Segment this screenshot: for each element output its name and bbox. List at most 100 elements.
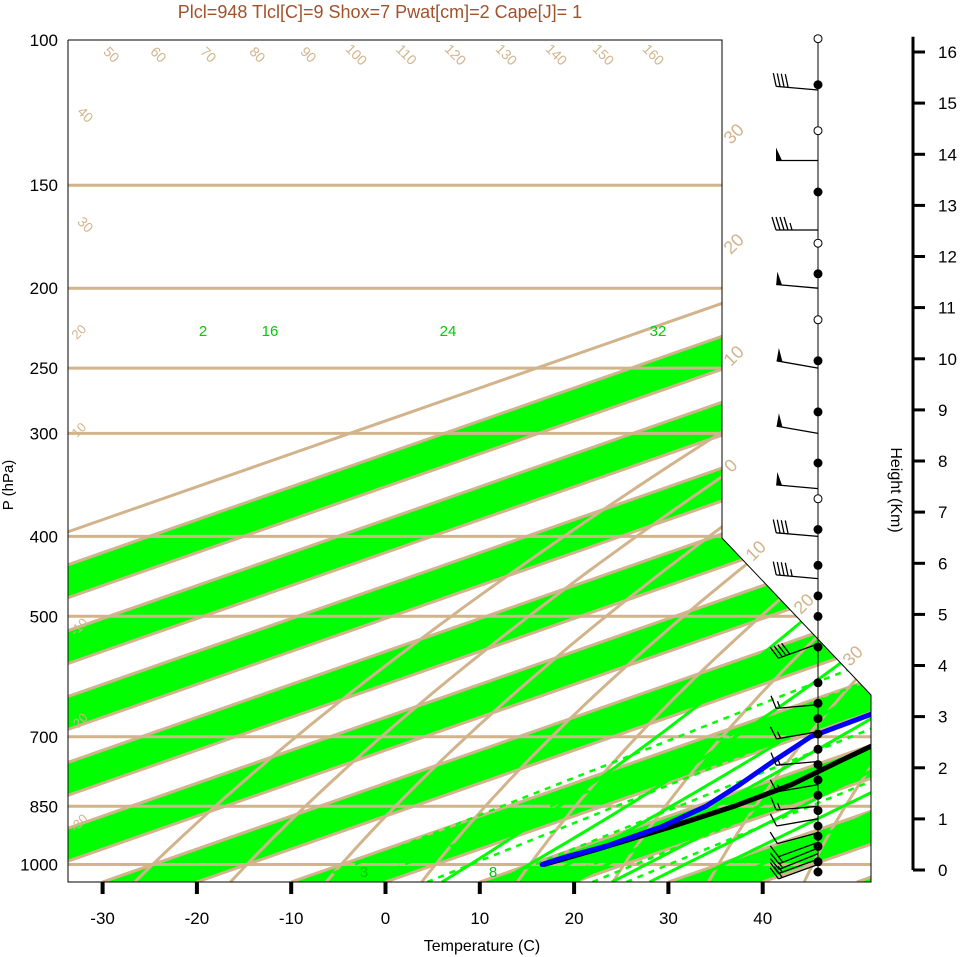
pressure-tick-label: 700 [30,728,58,747]
pressure-tick-label: 1000 [20,856,58,875]
dry-adiabat-label: 160 [640,41,668,69]
height-axis-label: Height (Km) [887,447,904,532]
height-marker [813,407,823,417]
isotherm-line [68,40,871,882]
height-tick-label: 14 [938,145,957,164]
isotherm-label: 0 [720,455,741,476]
height-marker [813,760,823,770]
x-tick-label: 0 [381,909,390,928]
pressure-axis: 100 150 200 250 300 400 500 700 850 1000 [20,31,58,875]
mixing-ratio-label: 24 [440,323,457,340]
pressure-tick-label: 200 [30,279,58,298]
height-marker [813,678,823,688]
height-marker [813,744,823,754]
mixing-ratio-label: 16 [262,323,279,340]
wind-barb [772,519,819,538]
moist-adiabat-line [573,337,871,882]
height-marker [813,831,823,841]
height-tick-label: 1 [938,810,947,829]
x-tick-label: 10 [470,909,489,928]
height-marker [813,494,823,504]
wind-barb [769,726,819,740]
height-marker [813,80,823,90]
isotherm-label: 10 [720,342,748,370]
wind-barb [776,147,818,162]
height-marker [813,126,823,136]
pressure-tick-label: 150 [30,176,58,195]
chart-title: Plcl=948 Tlcl[C]=9 Shox=7 Pwat[cm]=2 Cap… [178,2,582,22]
dry-adiabat-line [516,40,871,882]
dry-adiabat-label: 130 [493,41,521,69]
wind-barb [769,831,819,845]
temperature-trace [541,55,871,867]
height-tick-label: 11 [938,299,956,318]
height-tick-label: 12 [938,248,957,267]
moist-adiabat-line [441,337,871,882]
wind-barb [769,642,819,659]
moist-adiabat-line [724,336,871,882]
isotherm-line [385,40,871,882]
height-tick-label: 4 [938,657,947,676]
wind-barb [769,847,819,865]
isotherm-label: 10 [742,537,770,565]
x-tick-label: 30 [659,909,678,928]
isotherm-line [951,40,961,882]
wind-barb [770,797,819,811]
x-axis: -30 -20 -10 0 10 20 30 40 [90,882,772,928]
x-tick-label: -10 [279,909,304,928]
wind-barb [769,841,819,858]
dry-adiabat-label: 140 [543,41,571,69]
isotherm-label: 20 [68,321,89,342]
x-tick-label: 40 [753,909,772,928]
x-tick-label: -30 [90,909,115,928]
wind-barb [769,779,819,793]
isotherm-line [102,40,871,882]
isotherm-line [68,40,871,882]
x-tick-label: -20 [185,909,210,928]
height-tick-label: 6 [938,554,947,573]
height-marker [813,591,823,601]
height-marker [813,187,823,197]
height-marker [813,269,823,279]
dry-adiabat-line [611,40,871,882]
height-marker [813,315,823,325]
wind-barb [776,271,819,289]
height-tick-label: 2 [938,759,947,778]
wind-barb [770,695,819,710]
dry-adiabat-label: 100 [343,41,371,69]
moist-adiabat-line [497,337,871,882]
height-marker [813,238,823,248]
height-tick-label: 10 [938,350,957,369]
dry-adiabat-label: 90 [297,43,319,65]
isotherm-label: 20 [720,230,748,258]
height-tick-label: 16 [938,43,957,62]
x-tick-label: 20 [565,909,584,928]
mixing-ratio-label: 32 [650,323,667,340]
dry-adiabat-label: 110 [393,41,420,68]
dry-adiabat-line [900,40,961,882]
moist-adiabat-line [611,337,871,882]
wind-barb [776,413,819,435]
isotherm-line [68,40,871,882]
height-marker [813,525,823,534]
dry-adiabat-label: 30 [74,213,96,235]
dewpoint-trace [539,55,871,867]
dry-adiabat-line [802,40,871,882]
height-marker [813,806,823,816]
isotherm-band [68,40,871,882]
dry-adiabat-label: 150 [590,41,618,69]
moist-adiabat-line [535,337,871,882]
height-marker [813,611,823,621]
wind-barb [776,472,819,490]
mixing-ratio-label: 3 [360,864,368,881]
height-tick-label: 5 [938,605,947,624]
height-tick-label: 9 [938,401,947,420]
height-marker [813,698,823,708]
isotherm-band [68,40,871,882]
dry-adiabat-line [324,40,871,882]
dry-adiabat-label: 60 [147,43,169,65]
height-marker [813,714,823,724]
mixing-ratio-line [310,535,871,882]
